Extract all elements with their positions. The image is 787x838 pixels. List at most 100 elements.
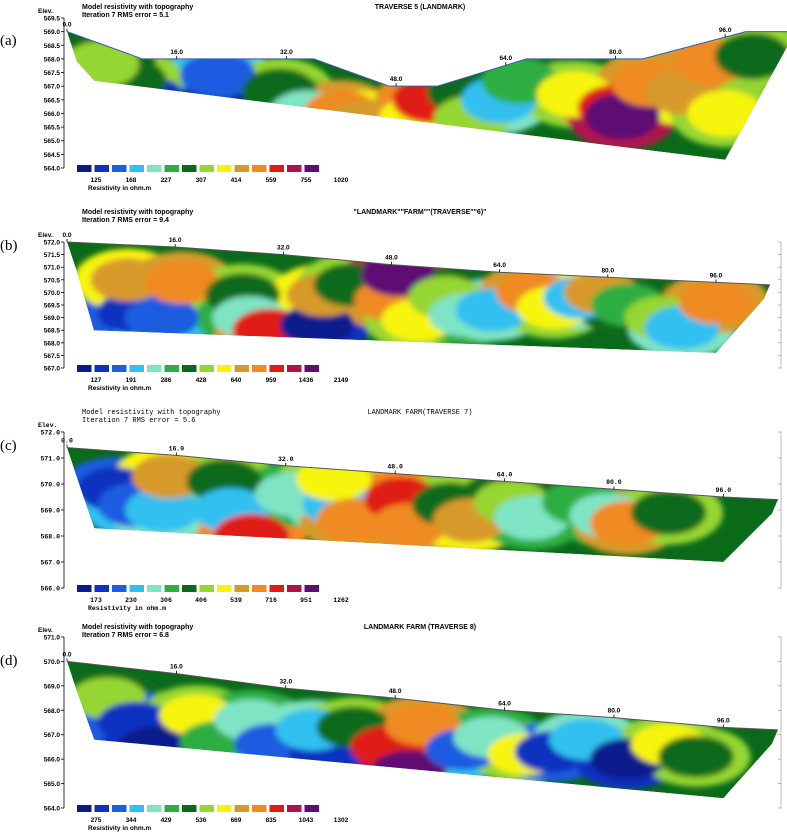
legend-swatch — [252, 365, 267, 372]
legend-title: Resistivity in ohm.m — [88, 825, 151, 832]
legend-value: 539 — [230, 597, 242, 604]
x-tick-label: 48.0 — [385, 255, 398, 262]
legend-swatch — [77, 165, 92, 172]
y-tick-label: 570.0 — [44, 659, 61, 666]
legend-value: 168 — [126, 177, 137, 184]
legend-swatch — [112, 165, 127, 172]
x-tick-label: 96.0 — [719, 27, 732, 34]
y-tick-label: 565.0 — [44, 138, 61, 145]
legend-swatch — [112, 585, 127, 592]
legend-swatch — [129, 585, 144, 592]
y-axis-label: Elev. — [38, 627, 53, 634]
y-tick-label: 569.0 — [44, 683, 61, 690]
y-axis-label: Elev. — [38, 422, 58, 429]
legend-swatch — [217, 585, 232, 592]
legend-swatch — [182, 165, 197, 172]
legend-title: Resistivity in ohm.m — [88, 385, 151, 392]
legend-swatch — [182, 805, 197, 812]
y-tick-label: 569.5 — [44, 303, 61, 310]
x-tick-label: 64.0 — [493, 262, 506, 269]
legend-value: 286 — [161, 377, 172, 384]
resistivity-zone — [687, 90, 763, 137]
legend-value: 1436 — [299, 377, 314, 384]
x-tick-label: 32.0 — [277, 245, 290, 252]
legend-swatch — [94, 585, 109, 592]
legend-swatch — [147, 585, 162, 592]
resistivity-zone — [658, 735, 734, 778]
resistivity-zone — [351, 117, 427, 160]
legend-swatch — [164, 585, 179, 592]
y-tick-label: 564.0 — [44, 806, 61, 813]
x-tick-label: 32.0 — [280, 49, 293, 56]
y-tick-label: 570.0 — [44, 290, 61, 297]
legend-value: 755 — [301, 177, 312, 184]
header-line2: Iteration 7 RMS error = 5.1 — [82, 12, 169, 19]
legend-value: 406 — [195, 597, 207, 604]
legend-value: 275 — [91, 817, 102, 824]
legend-swatch — [287, 365, 302, 372]
y-tick-label: 566.0 — [44, 757, 61, 764]
legend-swatch — [129, 805, 144, 812]
legend-swatch — [147, 365, 162, 372]
y-tick-label: 569.0 — [44, 29, 61, 36]
resistivity-zone — [180, 52, 256, 99]
y-tick-label: 570.0 — [40, 482, 60, 489]
legend-swatch — [217, 165, 232, 172]
legend-swatch — [217, 365, 232, 372]
resistivity-zone — [631, 490, 707, 535]
legend-value: 1302 — [334, 817, 349, 824]
legend-swatch — [77, 365, 92, 372]
x-tick-label: 80.0 — [601, 267, 614, 274]
legend-swatch — [234, 585, 249, 592]
header-line1: Model resistivity with topography — [82, 624, 193, 631]
legend-swatch — [199, 805, 214, 812]
header-line2: Iteration 7 RMS error = 9.4 — [82, 217, 169, 224]
resistivity-section — [67, 242, 770, 353]
legend-value: 559 — [266, 177, 277, 184]
panel-label: (c) — [0, 438, 17, 454]
legend-value: 1262 — [333, 597, 349, 604]
resistivity-section — [67, 31, 787, 160]
resistivity-section — [67, 447, 778, 562]
legend-swatch — [304, 365, 319, 372]
y-tick-label: 571.5 — [44, 252, 61, 259]
y-tick-label: 567.0 — [40, 560, 60, 567]
legend-swatch — [287, 585, 302, 592]
x-tick-label: 96.0 — [716, 487, 732, 494]
resistivity-zone-halo — [217, 98, 328, 160]
x-tick-label: 16.0 — [170, 49, 183, 56]
chart-title: "LANDMARK""FARM""(TRAVERSE""6)" — [354, 209, 487, 216]
legend-value: 959 — [266, 377, 277, 384]
y-tick-label: 572.0 — [40, 430, 60, 437]
legend-value: 173 — [90, 597, 102, 604]
x-tick-label: 64.0 — [499, 55, 512, 62]
y-tick-label: 566.5 — [44, 97, 61, 104]
x-tick-label: 0.0 — [61, 438, 73, 445]
legend-swatch — [287, 165, 302, 172]
panel-3: (c) Model resistivity with topographyIter… — [0, 409, 782, 612]
y-tick-label: 564.5 — [44, 152, 61, 159]
resistivity-zone — [125, 487, 201, 533]
panel-label: (a) — [0, 33, 17, 49]
x-tick-label: 48.0 — [387, 464, 403, 471]
resistivity-zone — [234, 109, 311, 156]
resistivity-zone — [77, 95, 153, 143]
topography-line — [66, 241, 771, 286]
x-tick-label: 96.0 — [717, 717, 730, 724]
legend-swatch — [269, 585, 284, 592]
y-tick-label: 568.5 — [44, 43, 61, 50]
y-tick-label: 568.0 — [40, 534, 60, 541]
legend-value: 307 — [196, 177, 207, 184]
x-tick-label: 64.0 — [498, 700, 511, 707]
x-tick-label: 32.0 — [278, 456, 294, 463]
y-axis-label: Elev. — [38, 232, 53, 239]
legend-value: 2149 — [334, 377, 349, 384]
header-line2: Iteration 7 RMS error = 6.8 — [82, 632, 169, 639]
legend-swatch — [77, 805, 92, 812]
x-tick-label: 64.0 — [497, 471, 513, 478]
legend-value: 669 — [231, 817, 242, 824]
x-tick-label: 0.0 — [62, 22, 71, 29]
header-line1: Model resistivity with topography — [82, 209, 193, 216]
legend-value: 716 — [265, 597, 277, 604]
